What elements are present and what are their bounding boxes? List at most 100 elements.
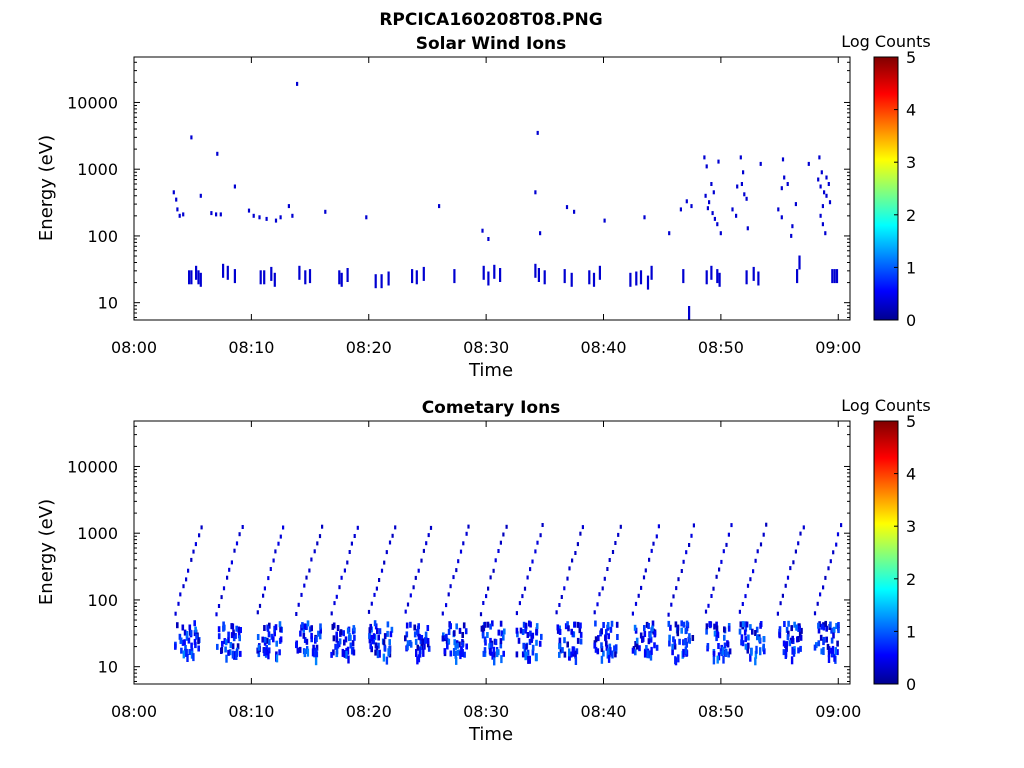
data-cell [305, 638, 309, 645]
x-axis-label: Time [468, 724, 513, 745]
data-cell [490, 642, 493, 649]
data-cell [455, 623, 458, 630]
data-cell [558, 629, 562, 635]
data-cell [573, 621, 577, 628]
data-cell [489, 575, 492, 580]
data-cell [784, 649, 788, 658]
data-cell [185, 648, 188, 657]
data-cell [706, 643, 710, 649]
x-tick-label: 08:00 [111, 702, 157, 721]
data-cell [817, 640, 821, 647]
data-cell [298, 265, 301, 280]
data-cell [193, 620, 196, 627]
data-cell [420, 635, 424, 641]
data-cell [798, 255, 801, 270]
data-cell [380, 274, 383, 289]
data-cell [321, 524, 324, 529]
figure-title: RPCICA160208T08.PNG [379, 10, 602, 30]
data-cell [185, 577, 188, 582]
data-cell [668, 634, 671, 641]
data-cell [765, 522, 768, 527]
data-cell [787, 630, 790, 637]
data-cell [650, 646, 653, 655]
data-cell [503, 628, 506, 635]
data-cell [705, 628, 708, 635]
data-cell [262, 593, 265, 598]
data-cell [315, 644, 319, 651]
data-cell [825, 175, 828, 180]
data-cell [198, 533, 201, 538]
data-cell [455, 656, 458, 665]
data-cell [759, 542, 763, 547]
data-cell [518, 601, 521, 606]
data-cell [453, 269, 456, 284]
data-cell [487, 271, 490, 286]
data-cell [790, 656, 794, 665]
data-cell [579, 531, 582, 536]
data-cell [423, 637, 426, 644]
data-cell [343, 649, 346, 658]
data-cell [715, 635, 718, 642]
data-cell [298, 646, 302, 653]
data-cell [417, 654, 421, 663]
data-cell [652, 541, 655, 546]
y-tick-label: 10 [98, 294, 118, 313]
data-cell [651, 620, 655, 627]
data-cell [786, 575, 790, 580]
data-cell [525, 643, 528, 650]
data-cell [790, 625, 793, 632]
data-cell [592, 272, 596, 287]
data-cell [445, 633, 448, 640]
data-cell [420, 644, 423, 650]
data-cell [556, 627, 560, 634]
data-cell [605, 640, 608, 647]
data-cell [833, 653, 836, 662]
data-cell [375, 645, 379, 652]
data-cell [406, 602, 410, 607]
data-cell [405, 631, 409, 638]
data-cell [678, 638, 681, 645]
data-cell [754, 657, 757, 666]
data-cell [721, 646, 725, 655]
data-cell [646, 275, 650, 290]
data-cell [241, 525, 244, 529]
data-cell [235, 625, 238, 632]
data-cell [426, 641, 430, 648]
data-cell [650, 548, 653, 553]
data-cell [405, 622, 409, 629]
data-cell [561, 647, 564, 654]
data-cell [228, 567, 231, 572]
data-cell [236, 643, 240, 650]
data-cell [346, 268, 349, 282]
data-cell [318, 534, 322, 539]
data-cell [268, 622, 271, 629]
data-cell [238, 635, 241, 642]
data-cell [274, 549, 277, 554]
data-cell [566, 621, 569, 628]
data-cell [217, 633, 221, 640]
data-cell [600, 642, 603, 649]
data-cell [224, 639, 228, 646]
data-cell [718, 567, 721, 572]
data-cell [181, 639, 185, 646]
data-cell [727, 651, 730, 658]
data-cell [611, 650, 614, 659]
data-cell [356, 525, 359, 530]
data-cell [535, 623, 539, 630]
data-cell [489, 647, 492, 656]
data-cell [602, 650, 605, 657]
data-cell [423, 643, 426, 650]
data-cell [716, 655, 719, 664]
data-cell [722, 549, 725, 554]
colorbar-tick-label: 2 [906, 206, 916, 225]
data-cell [226, 575, 229, 580]
data-cell [741, 602, 744, 606]
data-cell [711, 211, 714, 216]
data-cell [831, 645, 835, 654]
data-cell [611, 550, 615, 554]
data-cell [635, 643, 639, 650]
solar-wind-panel: Solar Wind Ions 08:00 08:10 08:20 08:30 08:4… [36, 32, 931, 381]
data-cell [594, 620, 597, 627]
data-cell [348, 550, 351, 554]
